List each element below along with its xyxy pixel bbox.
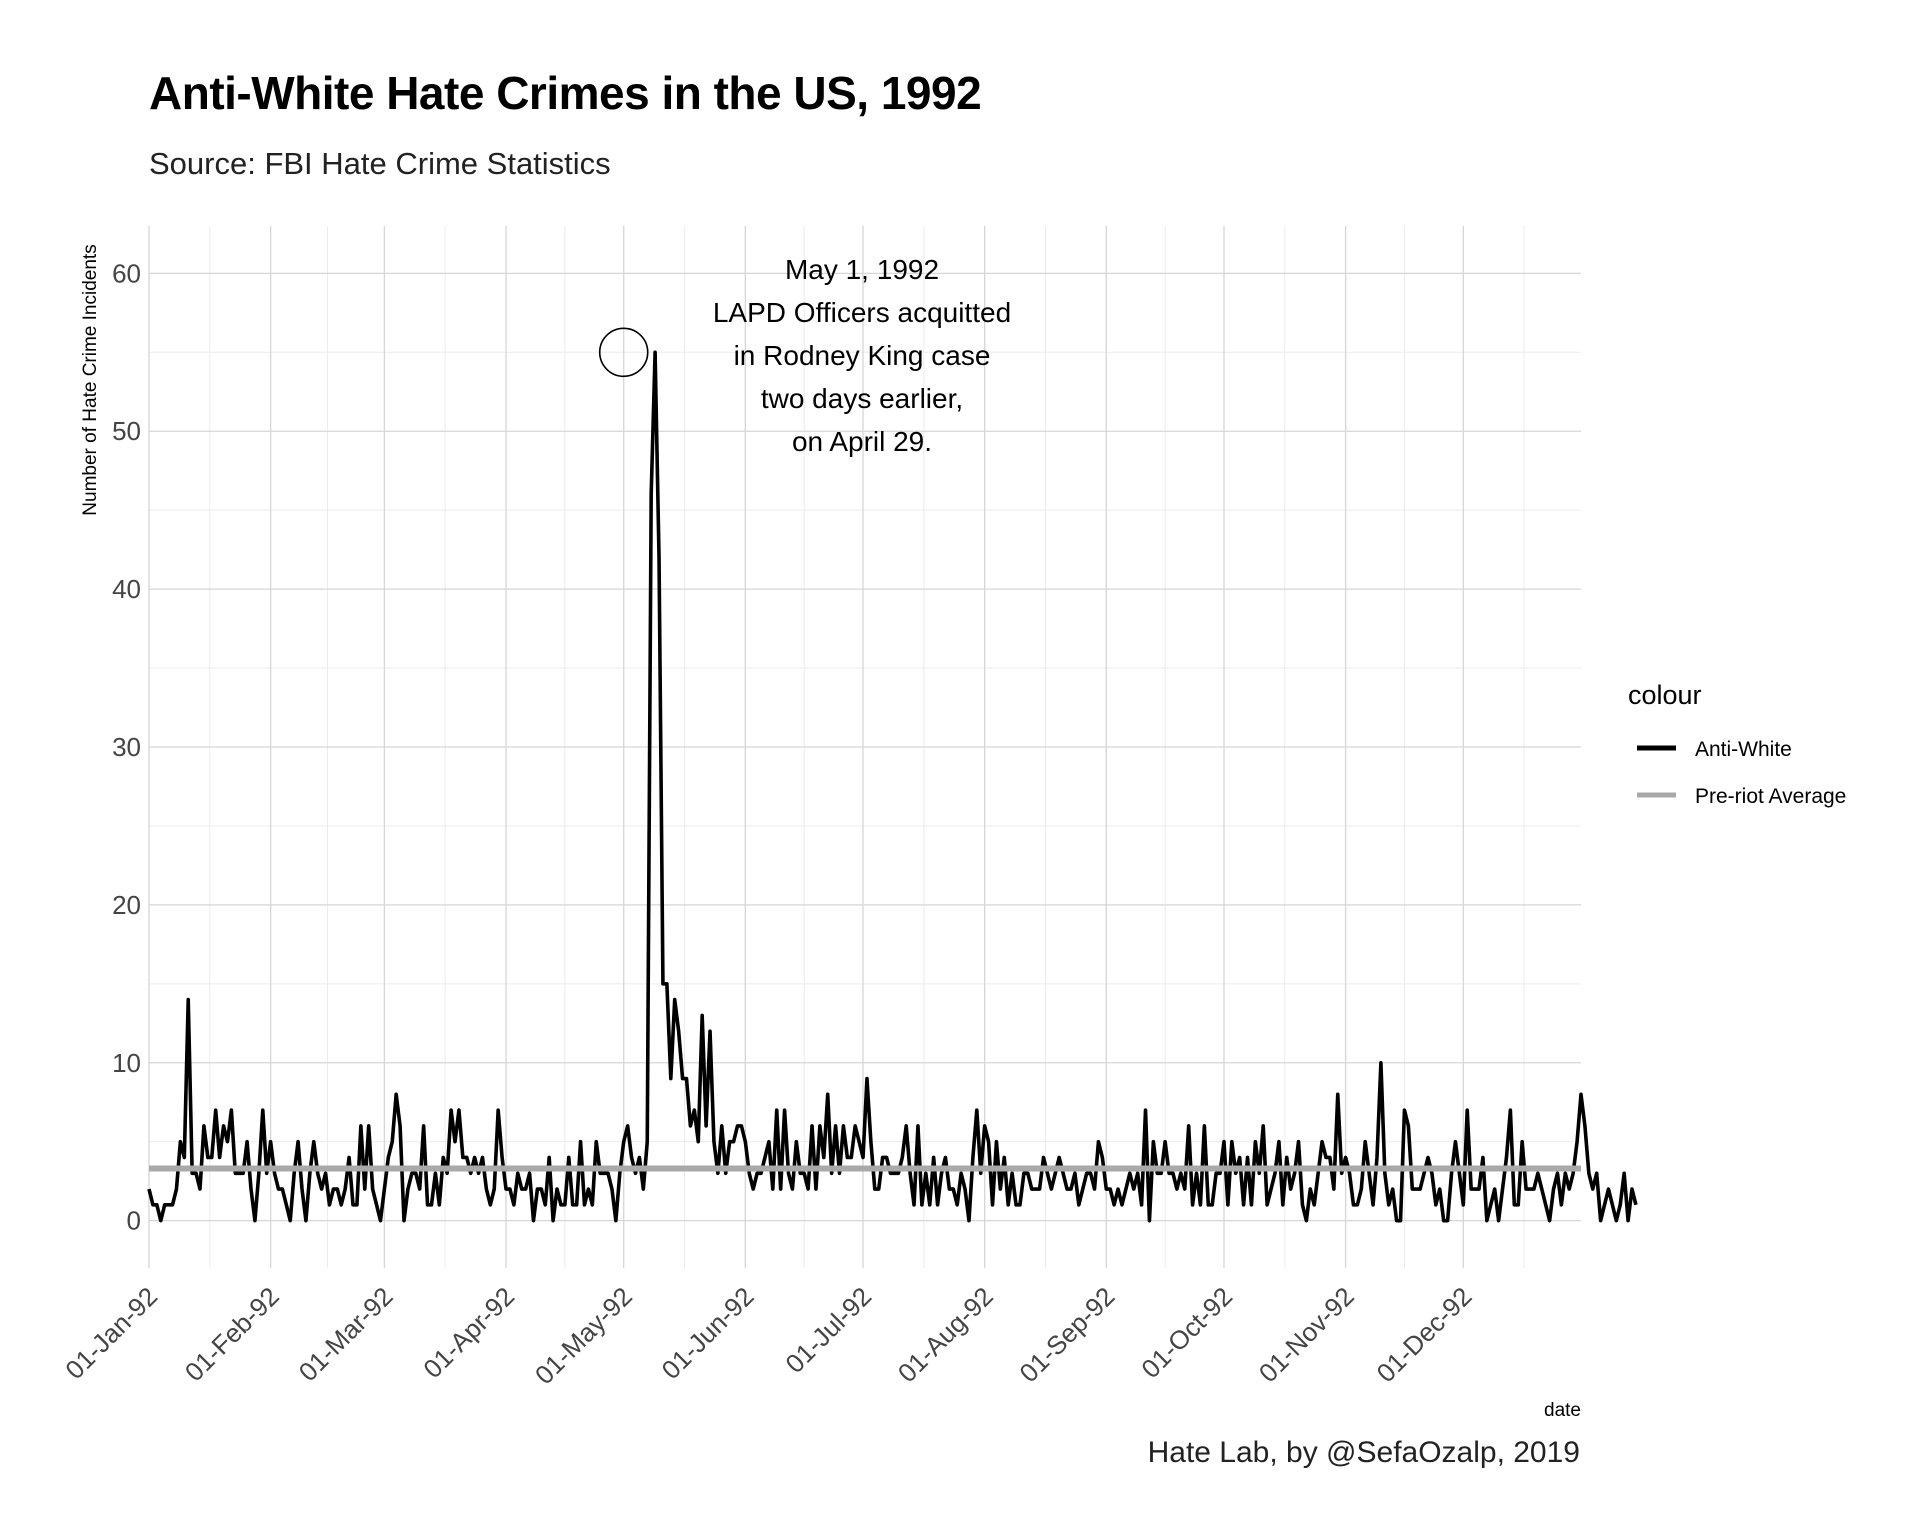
x-tick-label: 01-Nov-92 <box>1253 1281 1360 1388</box>
annotation-text-line: in Rodney King case <box>734 340 991 371</box>
annotation-circle <box>598 327 649 378</box>
y-tick-label: 20 <box>112 890 141 920</box>
y-tick-label: 60 <box>112 258 141 288</box>
x-tick-label: 01-Dec-92 <box>1370 1281 1477 1388</box>
x-tick-label: 01-Feb-92 <box>179 1281 285 1387</box>
annotation-text-line: LAPD Officers acquitted <box>713 297 1011 328</box>
y-tick-label: 50 <box>112 416 141 446</box>
y-tick-label: 0 <box>127 1206 141 1236</box>
annotation-text-line: May 1, 1992 <box>785 254 939 285</box>
annotation-layer: May 1, 1992 LAPD Officers acquitted in Rod… <box>598 254 1011 457</box>
y-axis-title: Number of Hate Crime Incidents <box>80 244 101 515</box>
x-tick-label: 01-Aug-92 <box>892 1281 999 1388</box>
x-tick-label: 01-Mar-92 <box>293 1281 399 1387</box>
legend-title: colour <box>1628 680 1702 710</box>
grid-major <box>148 226 1581 1268</box>
y-tick-label: 10 <box>112 1048 141 1078</box>
legend: colour Anti-White Pre-riot Average <box>1628 680 1846 808</box>
x-tick-label: 01-May-92 <box>529 1281 638 1390</box>
chart-caption: Hate Lab, by @SefaOzalp, 2019 <box>1147 1436 1580 1469</box>
series-line-anti-white <box>147 350 1638 1223</box>
annotation-text-line: two days earlier, <box>761 383 963 414</box>
x-axis-title: date <box>1544 1400 1581 1421</box>
x-tick-label: 01-Apr-92 <box>417 1281 520 1384</box>
chart-subtitle: Source: FBI Hate Crime Statistics <box>149 146 611 181</box>
x-tick-label: 01-Jul-92 <box>779 1281 877 1379</box>
x-tick-label: 01-Jan-92 <box>59 1281 163 1385</box>
legend-label: Anti-White <box>1695 738 1792 761</box>
legend-label: Pre-riot Average <box>1695 785 1846 808</box>
annotation-text-line: on April 29. <box>792 426 932 457</box>
series-layer <box>147 350 1638 1223</box>
chart-title: Anti-White Hate Crimes in the US, 1992 <box>149 67 982 119</box>
y-tick-label: 40 <box>112 574 141 604</box>
y-tick-label: 30 <box>112 732 141 762</box>
y-axis-ticks: 0 10 20 30 40 50 60 <box>112 258 141 1235</box>
x-tick-label: 01-Sep-92 <box>1013 1281 1120 1388</box>
x-axis-ticks: 01-Jan-92 01-Feb-92 01-Mar-92 01-Apr-92 01-M… <box>59 1281 1477 1390</box>
x-tick-label: 01-Jun-92 <box>656 1281 760 1385</box>
x-tick-label: 01-Oct-92 <box>1135 1281 1238 1384</box>
